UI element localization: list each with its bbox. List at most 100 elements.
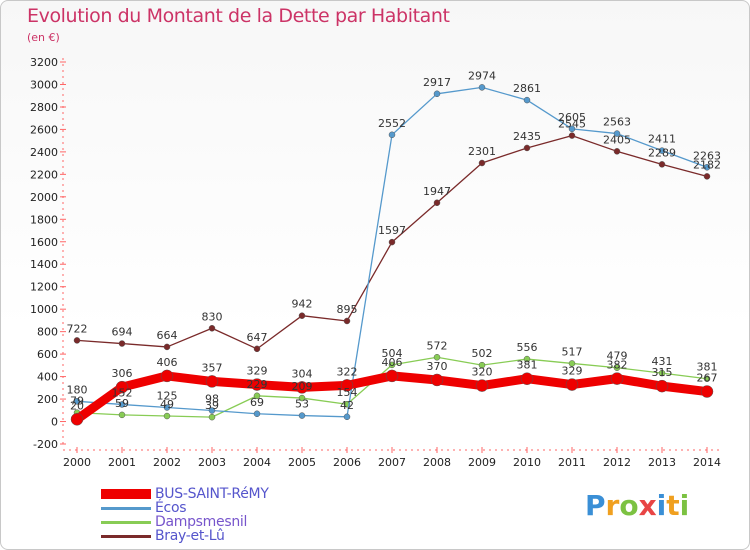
data-label-1: 53 (295, 398, 309, 411)
data-point-3 (343, 317, 351, 325)
data-point-2 (433, 354, 441, 361)
data-label-0: 370 (427, 360, 448, 373)
data-label-3: 722 (67, 322, 88, 335)
data-point-3 (388, 238, 396, 246)
data-label-0: 382 (607, 359, 628, 372)
data-point-1 (343, 413, 351, 421)
y-tick-label: 200 (37, 393, 58, 406)
logo-letter: i (679, 489, 690, 522)
x-tick-label: 2010 (513, 456, 541, 469)
data-point-2 (613, 364, 621, 371)
data-label-2: 154 (337, 386, 358, 399)
data-label-3: 942 (292, 298, 313, 311)
data-point-0 (655, 379, 669, 393)
data-point-3 (703, 173, 711, 180)
data-point-0 (205, 375, 219, 388)
data-label-1: 2563 (603, 116, 631, 129)
data-point-2 (298, 394, 306, 402)
data-point-3 (163, 343, 171, 351)
x-tick-label: 2009 (468, 456, 496, 469)
logo-letter: i (656, 489, 667, 522)
data-point-3 (118, 340, 126, 347)
series-2-group (73, 354, 711, 421)
x-tick-label: 2007 (378, 456, 406, 469)
data-label-3: 664 (157, 329, 178, 342)
data-point-0 (340, 379, 354, 392)
legend-swatch (101, 535, 151, 538)
data-point-3 (613, 148, 621, 155)
x-tick-label: 2012 (603, 456, 631, 469)
data-point-0 (295, 381, 309, 394)
data-point-3 (298, 312, 306, 319)
x-tick-label: 2002 (153, 456, 181, 469)
data-point-2 (388, 361, 396, 369)
y-tick-label: 2200 (30, 168, 58, 181)
data-label-0: 406 (382, 356, 403, 369)
data-point-0 (700, 385, 714, 398)
data-point-0 (565, 378, 579, 391)
data-label-1: 2974 (468, 69, 496, 82)
data-point-0 (610, 372, 624, 385)
data-point-2 (253, 392, 261, 400)
data-point-1 (118, 401, 126, 408)
data-point-0 (520, 372, 534, 385)
data-point-1 (478, 84, 486, 91)
data-label-3: 2289 (648, 146, 676, 159)
y-tick-label: 2800 (30, 101, 58, 114)
data-point-3 (478, 159, 486, 167)
data-label-0: 329 (247, 365, 268, 378)
data-label-0: 329 (562, 365, 583, 378)
y-tick-label: 1000 (30, 303, 58, 316)
data-point-0 (250, 378, 264, 391)
chart-title: Evolution du Montant de la Dette par Hab… (27, 5, 450, 27)
proxiti-logo: Proxiti (585, 489, 689, 522)
data-label-2: 39 (205, 399, 219, 412)
x-tick-label: 2013 (648, 456, 676, 469)
data-point-0 (475, 379, 489, 392)
data-point-2 (118, 411, 126, 419)
series-1-group (73, 84, 711, 421)
x-tick-label: 2011 (558, 456, 586, 469)
series-3-group (73, 132, 711, 353)
data-point-1 (73, 398, 81, 405)
data-label-2: 209 (292, 380, 313, 393)
data-point-1 (658, 147, 666, 154)
data-label-2: 431 (652, 355, 673, 368)
data-label-1: 2605 (558, 111, 586, 124)
data-label-2: 572 (427, 339, 448, 352)
data-point-1 (433, 90, 441, 98)
y-tick-label: 1400 (30, 258, 58, 271)
y-tick-label: 0 (51, 416, 58, 429)
data-label-2: 504 (382, 347, 403, 360)
data-point-2 (703, 375, 711, 382)
data-label-3: 1597 (378, 224, 406, 237)
data-label-3: 2182 (693, 158, 721, 171)
x-tick-label: 2003 (198, 456, 226, 469)
data-label-2: 479 (607, 350, 628, 363)
logo-letter: x (638, 489, 657, 522)
data-point-1 (253, 410, 261, 418)
y-tick-label: 3200 (30, 56, 58, 69)
data-label-2: 49 (160, 398, 174, 411)
data-label-0: 357 (202, 361, 223, 374)
data-label-1: 180 (67, 383, 88, 396)
data-label-2: 517 (562, 345, 583, 358)
y-tick-label: 600 (37, 348, 58, 361)
data-label-1: 2917 (423, 76, 451, 89)
data-label-0: 381 (517, 359, 538, 372)
data-label-1: 2552 (378, 117, 406, 130)
data-point-1 (163, 404, 171, 411)
data-point-0 (430, 373, 444, 387)
data-label-1: 2861 (513, 82, 541, 95)
legend-label: Bray-et-Lû (155, 528, 225, 544)
y-tick-label: -200 (33, 438, 58, 451)
y-tick-label: 2400 (30, 146, 58, 159)
y-tick-label: 2000 (30, 191, 58, 204)
data-point-2 (208, 413, 216, 421)
data-point-2 (163, 412, 171, 420)
data-point-1 (703, 164, 711, 171)
x-tick-label: 2014 (693, 456, 721, 469)
data-label-1: 69 (250, 396, 264, 409)
data-point-2 (523, 355, 531, 363)
